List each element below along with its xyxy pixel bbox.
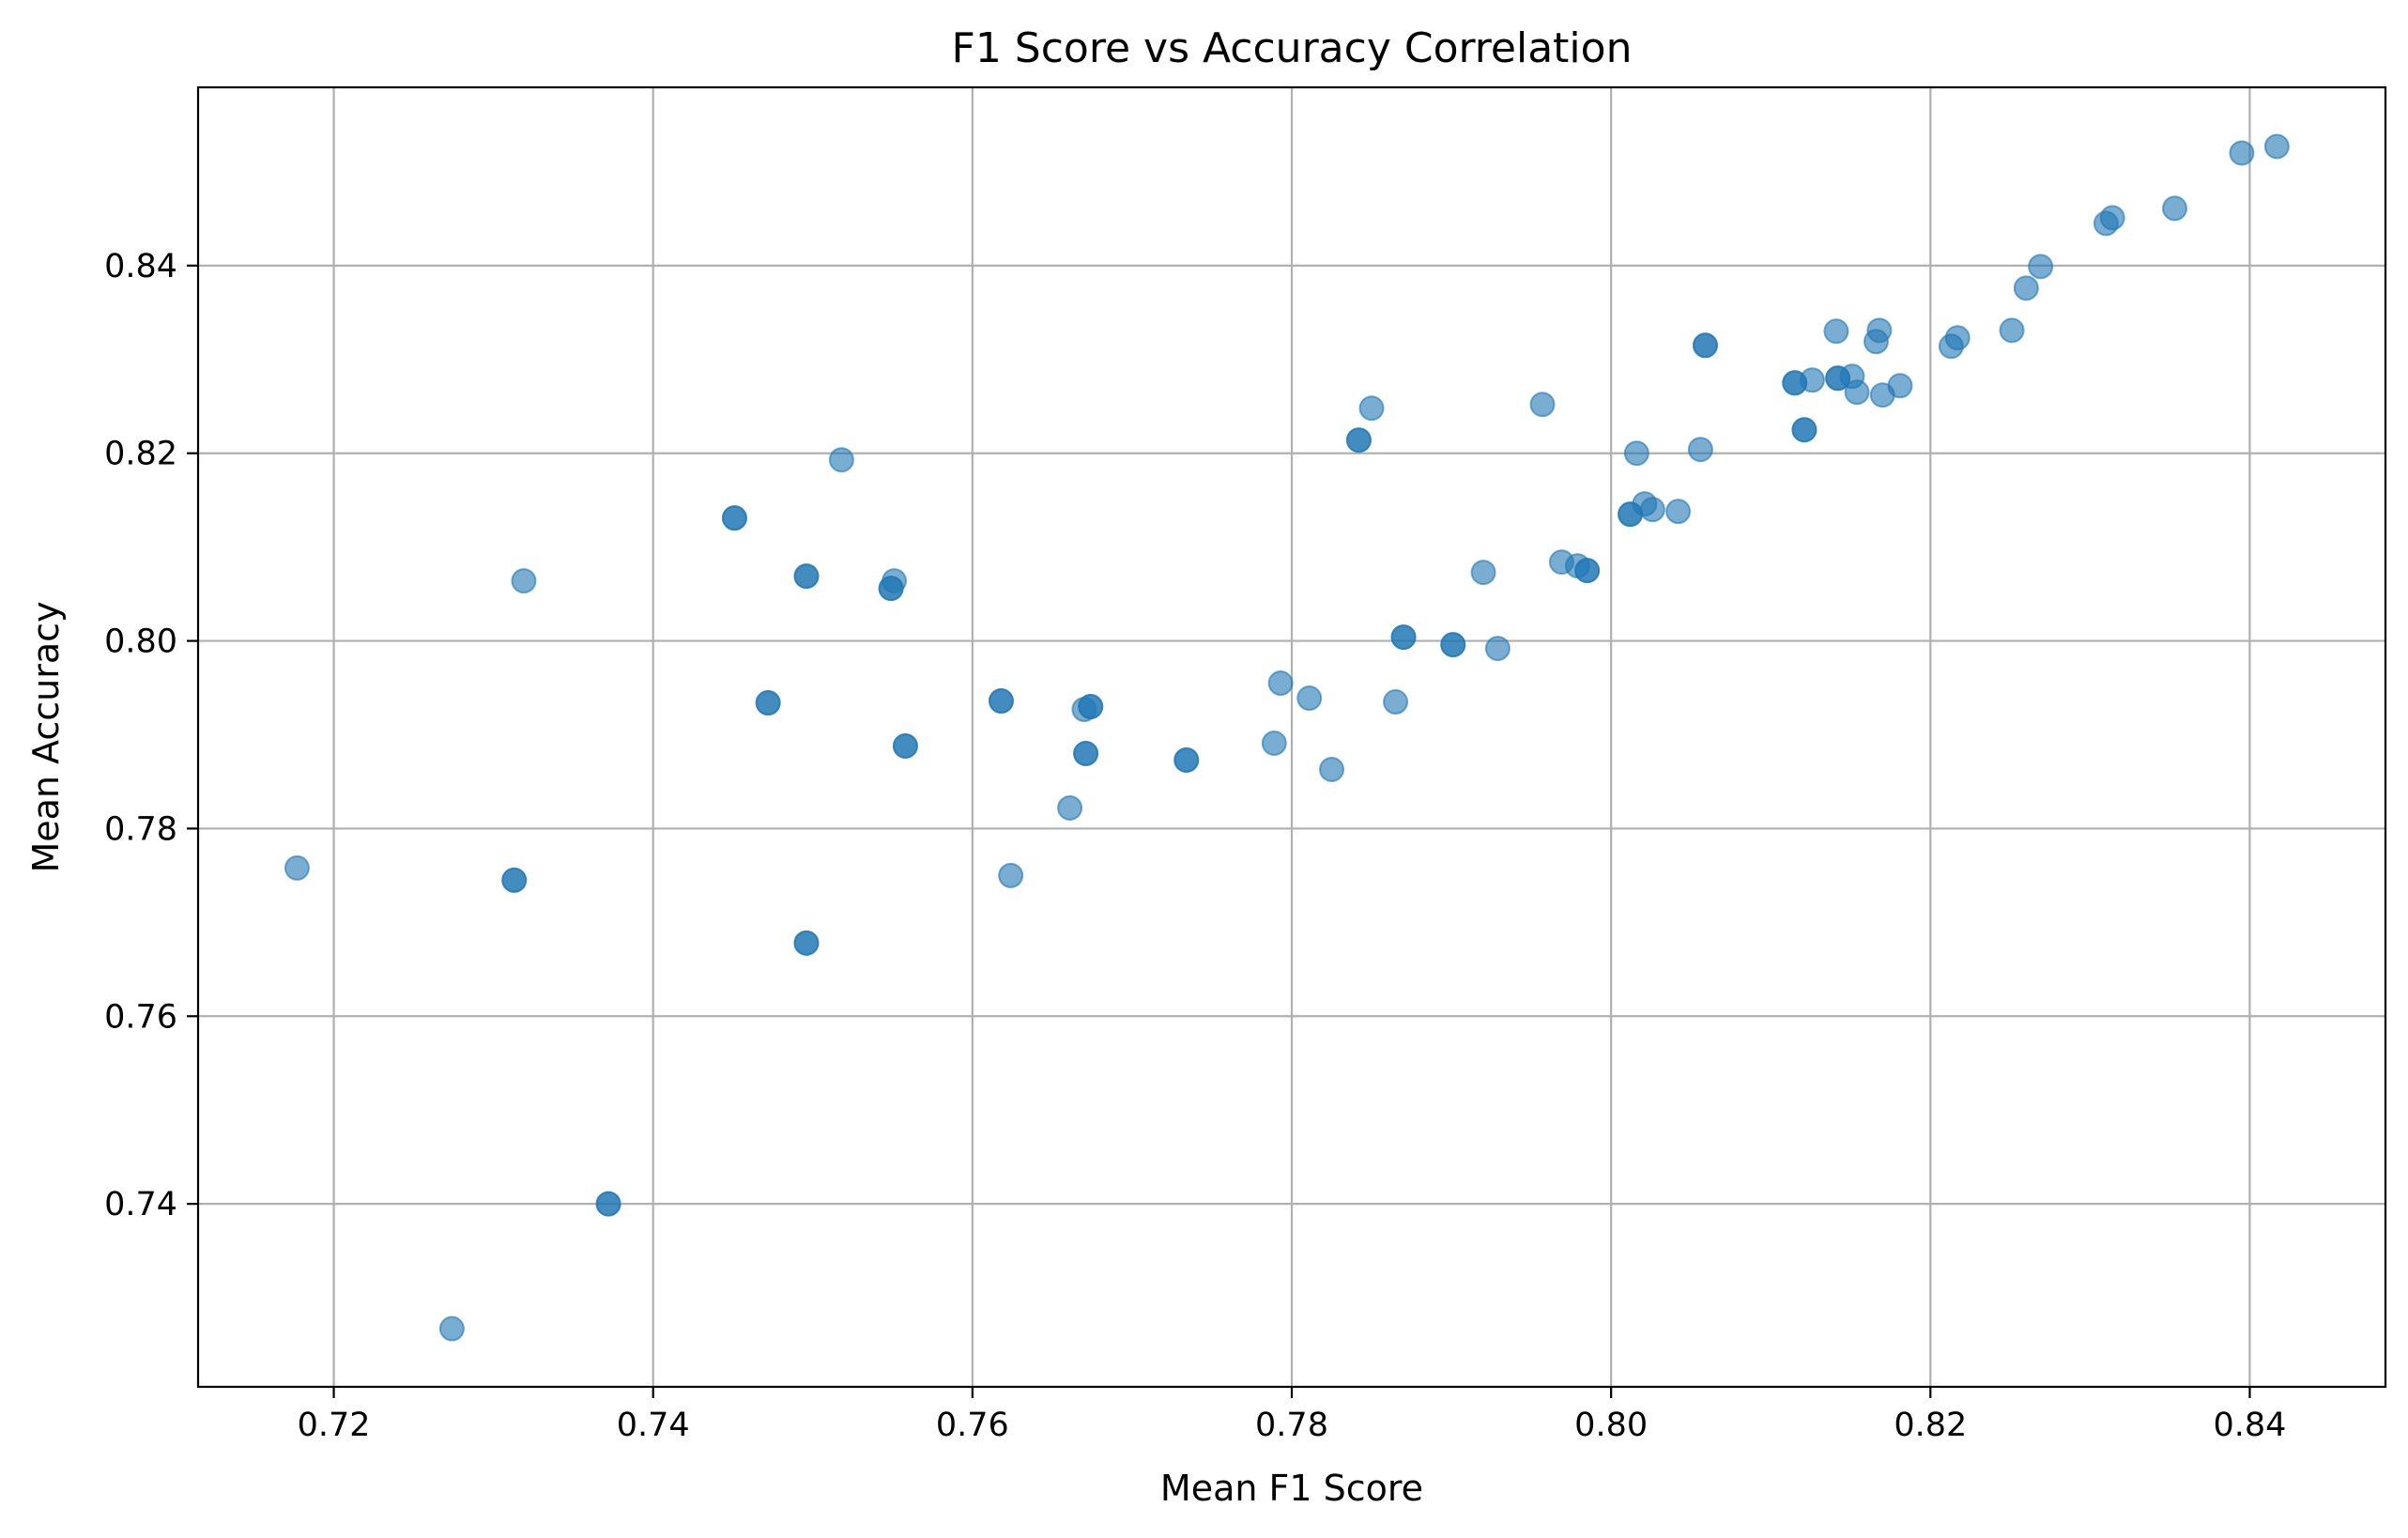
data-point <box>882 568 908 594</box>
data-point <box>1574 558 1601 584</box>
data-point <box>2229 140 2255 166</box>
data-point <box>1390 624 1417 651</box>
x-tick-label: 0.84 <box>2213 1407 2286 1444</box>
data-point <box>1844 379 1870 406</box>
data-point <box>892 732 918 759</box>
data-point <box>1665 499 1692 525</box>
x-tick-label: 0.76 <box>936 1407 1009 1444</box>
x-tick-label: 0.78 <box>1255 1407 1328 1444</box>
data-point <box>1866 317 1893 344</box>
data-point <box>1296 685 1323 712</box>
data-point <box>1440 632 1466 658</box>
data-point <box>1383 689 1409 715</box>
data-point <box>1358 395 1385 422</box>
data-point <box>1173 746 1200 773</box>
data-point <box>1073 740 1099 766</box>
data-point <box>755 690 781 716</box>
grid-lines <box>198 87 2385 1387</box>
data-point <box>1078 694 1104 720</box>
data-point <box>1944 325 1971 351</box>
data-point <box>1484 636 1511 662</box>
data-point <box>1267 670 1294 697</box>
y-tick-label: 0.80 <box>104 623 177 661</box>
data-point <box>828 447 854 473</box>
data-point <box>284 854 310 881</box>
x-tick-label: 0.80 <box>1574 1407 1648 1444</box>
data-point <box>1791 417 1818 443</box>
axis-ticks: 0.72 0.74 0.76 0.78 0.80 0.82 0.84 0.74 0.76 0.78… <box>104 248 2286 1444</box>
data-point <box>1999 317 2025 344</box>
data-point <box>2263 133 2290 160</box>
data-point <box>1529 392 1556 418</box>
data-point <box>1319 756 1345 782</box>
data-point <box>1470 560 1496 586</box>
data-point <box>1692 332 1718 359</box>
chart-title: F1 Score vs Accuracy Correlation <box>952 24 1633 72</box>
y-tick-label: 0.84 <box>104 248 177 285</box>
data-point <box>2013 275 2039 301</box>
data-point <box>2162 195 2188 222</box>
x-tick-label: 0.74 <box>617 1407 690 1444</box>
data-point <box>793 930 820 956</box>
x-axis-label: Mean F1 Score <box>1160 1468 1423 1509</box>
data-point <box>988 688 1014 715</box>
y-axis-label: Mean Accuracy <box>25 601 67 872</box>
data-point <box>1823 318 1849 345</box>
data-point <box>1639 497 1665 523</box>
data-point <box>793 563 820 590</box>
y-tick-label: 0.78 <box>104 810 177 848</box>
data-point <box>1887 373 1913 399</box>
data-point <box>501 867 528 893</box>
data-point <box>1687 437 1713 463</box>
data-point <box>998 862 1024 888</box>
x-tick-label: 0.72 <box>298 1407 371 1444</box>
data-point <box>1623 440 1649 467</box>
data-point <box>511 568 537 594</box>
data-point <box>721 505 747 531</box>
y-tick-label: 0.82 <box>104 436 177 473</box>
data-point <box>1799 367 1825 393</box>
data-point <box>1345 427 1372 454</box>
y-tick-label: 0.76 <box>104 998 177 1036</box>
data-point <box>2099 205 2125 231</box>
data-point <box>1057 794 1083 821</box>
data-point <box>2028 254 2054 280</box>
data-point <box>595 1191 621 1217</box>
data-point <box>438 1315 465 1342</box>
y-tick-label: 0.74 <box>104 1186 177 1223</box>
data-points <box>284 133 2290 1342</box>
x-tick-label: 0.82 <box>1894 1407 1967 1444</box>
data-point <box>1261 730 1287 756</box>
